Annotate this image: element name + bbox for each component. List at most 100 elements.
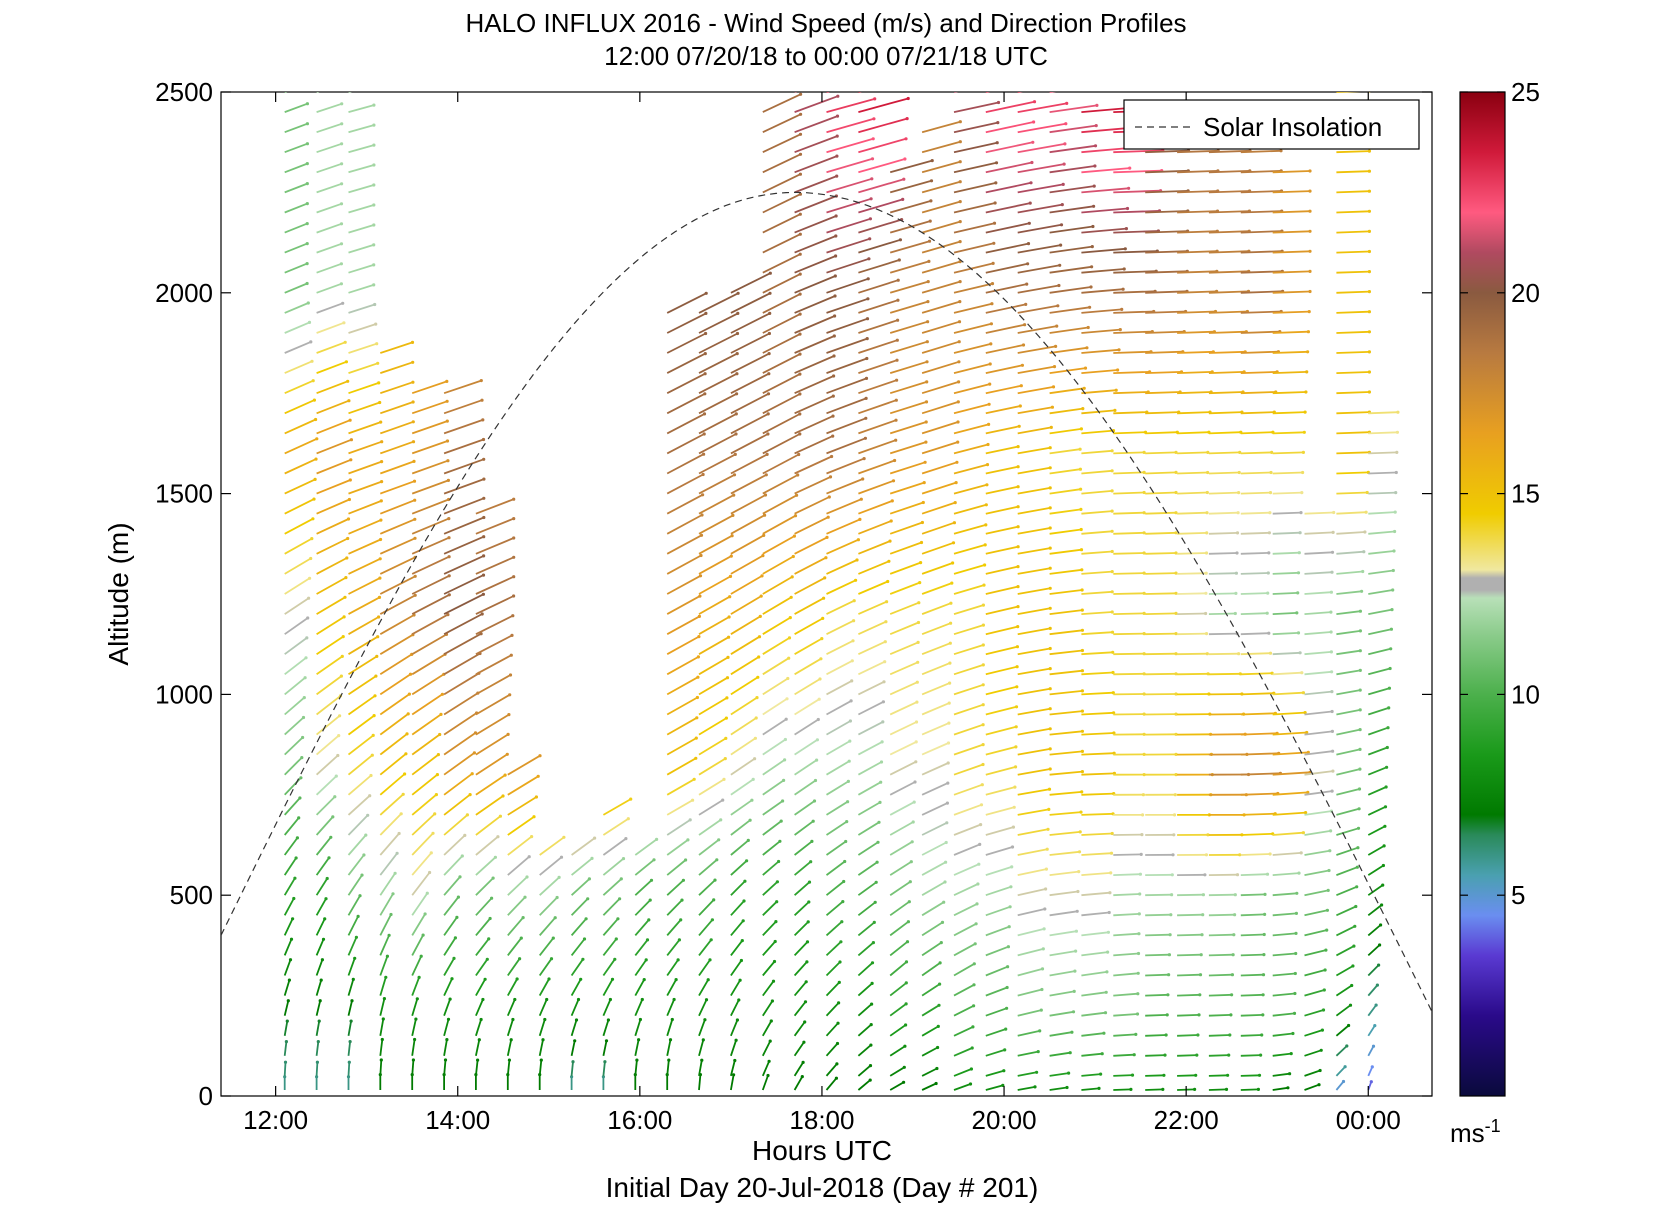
wind-vector-head [414,1017,418,1021]
wind-vector [921,901,945,917]
wind-vector [666,859,687,876]
wind-vector [1017,446,1051,455]
wind-vector [889,721,917,736]
wind-vector [539,836,565,856]
wind-vector-head [798,272,802,276]
wind-vector-head [305,122,309,126]
wind-vector-head [704,291,708,295]
wind-vector-head [834,234,838,238]
wind-vector [921,722,950,736]
wind-vector-head [1080,729,1084,733]
wind-vector-head [1204,591,1208,595]
wind-vector-head [891,479,896,483]
wind-vector-head [288,958,293,962]
wind-vector [379,693,410,716]
wind-vector-head [310,537,314,541]
wind-vector-head [1142,571,1146,575]
wind-vector-head [1358,708,1362,712]
wind-vector-head [1032,120,1036,124]
wind-vector-head [283,1075,287,1079]
wind-vector-head [919,561,923,565]
wind-vector [889,381,927,395]
wind-vector [698,1039,705,1057]
wind-vector [698,1019,706,1037]
wind-vector [762,535,795,555]
wind-vector-head [1268,491,1273,495]
wind-vector [347,915,359,936]
wind-vector-head [904,137,908,141]
wind-vector-head [379,499,383,503]
wind-vector-head [309,556,313,561]
wind-vector-head [886,579,890,584]
wind-vector [1049,144,1096,154]
wind-vector-head [1117,348,1121,352]
wind-vector [1049,990,1075,997]
wind-vector [730,920,744,936]
wind-vector [411,633,447,655]
wind-vector [953,664,984,676]
wind-vector-head [1110,489,1114,493]
wind-vector [1208,632,1238,636]
wind-vector-head [1091,224,1095,229]
y-tick-label: 1000 [155,679,213,709]
wind-vector-head [768,1039,772,1043]
wind-vector-head [883,640,887,644]
wind-vector-head [447,517,451,521]
wind-vector-head [315,1075,319,1079]
wind-vector [985,885,1012,897]
wind-vector [379,733,408,756]
wind-vector [953,182,996,194]
wind-vector-head [447,574,451,578]
wind-vector-head [1237,652,1241,656]
wind-vector [1113,431,1146,435]
wind-vector-head [1094,124,1098,128]
wind-vector-head [863,436,868,440]
wind-vector-head [1161,1087,1165,1091]
wind-vector [1335,1045,1348,1057]
wind-vector-head [1003,1048,1007,1052]
wind-vector-head [1038,1029,1042,1033]
wind-vector-head [1030,160,1034,165]
wind-vector [1049,950,1076,957]
wind-vector-head [910,840,914,844]
wind-vector [348,104,375,113]
wind-vector [730,272,771,294]
wind-vector-head [512,555,516,559]
wind-vector-head [1267,631,1271,635]
wind-vector [1336,511,1367,515]
wind-vector [443,672,480,696]
wind-vector [985,121,1034,134]
wind-vector-head [885,600,889,604]
wind-vector [284,696,305,716]
wind-vector-head [1355,885,1359,889]
wind-vector [1240,531,1270,535]
wind-vector-head [440,692,444,696]
wind-vector-head [895,378,899,382]
wind-vector [857,841,879,856]
colorbar-unit: ms-1 [1450,1116,1501,1148]
wind-vector [889,320,928,334]
wind-vector-head [1055,324,1059,328]
wind-vector [1081,570,1113,575]
wind-vector [1208,310,1248,314]
wind-vector [1017,122,1066,134]
wind-vector-head [1391,568,1395,573]
wind-vector-head [956,440,960,444]
y-tick-label: 2500 [155,77,213,107]
wind-vector-head [1016,585,1020,589]
wind-vector-head [637,1038,641,1042]
wind-vector [1240,511,1270,515]
chart-footer: Initial Day 20-Jul-2018 (Day # 201) [606,1172,1039,1203]
wind-vector [889,661,919,676]
wind-vector [539,856,563,876]
wind-vector-head [372,123,376,127]
wind-vector [1145,893,1172,897]
wind-vector [858,299,899,314]
wind-vector [379,575,416,595]
wind-vector-head [313,477,317,481]
wind-vector [762,393,801,415]
wind-vector-head [458,875,462,879]
wind-vector-head [1265,611,1269,615]
wind-vector [1049,770,1083,776]
wind-vector [443,916,458,936]
